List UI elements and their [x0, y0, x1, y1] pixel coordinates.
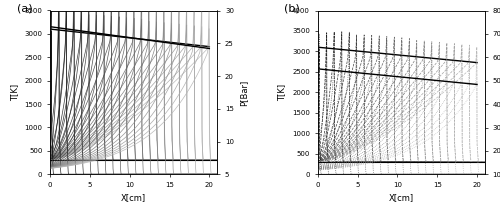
X-axis label: X[cm]: X[cm]	[389, 193, 414, 202]
Y-axis label: T[K]: T[K]	[10, 84, 19, 101]
X-axis label: X[cm]: X[cm]	[121, 193, 146, 202]
Y-axis label: P[Bar]: P[Bar]	[240, 79, 248, 105]
Text: (a): (a)	[16, 4, 32, 14]
Text: (b): (b)	[284, 4, 300, 14]
Y-axis label: T[K]: T[K]	[278, 84, 286, 101]
